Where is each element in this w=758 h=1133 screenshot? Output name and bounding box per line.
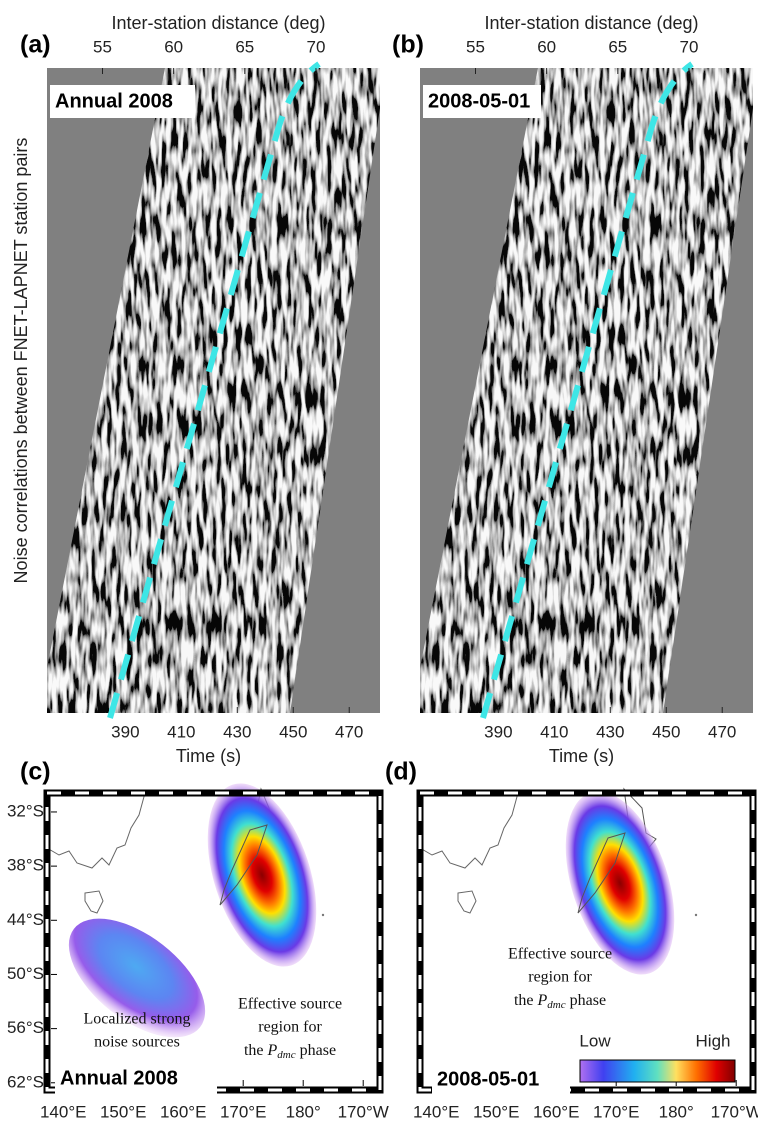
- coastline-nz-south: [219, 824, 268, 906]
- x2-tick-label: 65: [608, 37, 627, 56]
- panel-letter: (d): [385, 758, 417, 786]
- panel: 140°E 150°E 160°E 170°E 180° 170°W Effective s…: [413, 787, 758, 1121]
- coastline-australia: [46, 792, 146, 869]
- x-tick-label: 470: [708, 722, 736, 741]
- x2-axis-label: Inter-station distance (deg): [484, 13, 698, 33]
- x-tick-label: 470: [335, 722, 363, 741]
- coastline-tasmania: [84, 890, 104, 914]
- annotation-line: the Pdmc phase: [514, 992, 606, 1011]
- x-tick-label: 450: [652, 722, 680, 741]
- map-frame-dash: [418, 791, 755, 1092]
- annotation-part: dmc: [547, 999, 565, 1011]
- x-tick-label: 140°E: [40, 1102, 87, 1121]
- y-tick-label: 62°S: [7, 1072, 44, 1091]
- x-tick-label: 150°E: [473, 1102, 520, 1121]
- x-tick-label: 450: [279, 722, 307, 741]
- coastline-australia: [419, 792, 519, 869]
- panel-date-label: Annual 2008: [55, 90, 173, 112]
- panel-letter: (c): [20, 758, 51, 786]
- island-dot: [321, 913, 325, 917]
- panel: 140°E 150°E 160°E 170°E 180° 170°W 32°S 38°S 44°…: [7, 783, 389, 1121]
- panel-date-label: 2008-05-01: [437, 1068, 539, 1090]
- arrival-curve: [480, 61, 694, 719]
- label-box: [50, 85, 195, 118]
- y-tick-label: 56°S: [7, 1018, 44, 1037]
- x-tick-label: 150°E: [100, 1102, 147, 1121]
- panel-date-label: 2008-05-01: [428, 90, 530, 112]
- label-box: [55, 1064, 217, 1094]
- annotation-line: Localized strong: [83, 1011, 190, 1028]
- panel: 390 410 430 450 470 55 60 65 70 Time (s) Inter-sta…: [11, 13, 380, 766]
- x2-tick-label: 60: [164, 37, 183, 56]
- localized-noise-sources: [68, 918, 206, 1038]
- x2-tick-label: 65: [235, 37, 254, 56]
- annotation-line: region for: [258, 1019, 322, 1036]
- annotation-line: Effective source: [238, 996, 342, 1013]
- annotation-line: Effective source: [508, 946, 612, 963]
- x-tick-label: 160°E: [160, 1102, 207, 1121]
- annotation-part: P: [537, 992, 548, 1009]
- annotation-part: the: [514, 992, 534, 1009]
- annotation-line: noise sources: [94, 1034, 180, 1051]
- annotation-part: P: [267, 1042, 278, 1059]
- label-box: [423, 85, 541, 118]
- panel-letter: (b): [392, 31, 424, 59]
- x-tick-label: 430: [596, 722, 624, 741]
- x2-tick-label: 55: [93, 37, 112, 56]
- y-tick-label: 50°S: [7, 964, 44, 983]
- colorbar-high-label: High: [696, 1031, 731, 1050]
- y-axis-label: Noise correlations between FNET-LAPNET s…: [11, 138, 31, 584]
- x-tick-label: 170°E: [593, 1102, 640, 1121]
- x2-tick-label: 60: [537, 37, 556, 56]
- y-tick-label: 44°S: [7, 910, 44, 929]
- x2-axis-label: Inter-station distance (deg): [111, 13, 325, 33]
- x2-tick-label: 55: [466, 37, 485, 56]
- x-tick-label: 410: [167, 722, 195, 741]
- x-tick-label: 180°: [659, 1102, 694, 1121]
- x-axis-label: Time (s): [549, 746, 614, 766]
- x-tick-label: 160°E: [533, 1102, 580, 1121]
- x-tick-label: 180°: [286, 1102, 321, 1121]
- island-dot: [694, 913, 698, 917]
- annotation-line: the Pdmc phase: [244, 1042, 336, 1061]
- panel: 390 410 430 450 470 55 60 65 70 Time (s) Inter-sta…: [420, 13, 753, 766]
- effective-source-region: [207, 783, 317, 967]
- x-tick-label: 390: [484, 722, 512, 741]
- coastline-nz-south: [577, 832, 626, 914]
- label-box: [432, 1066, 570, 1096]
- x-tick-label: 170°W: [338, 1102, 389, 1121]
- panel-letter: (a): [20, 31, 51, 59]
- panel-date-label: Annual 2008: [60, 1067, 178, 1089]
- colorbar-low-label: Low: [579, 1031, 611, 1050]
- x2-tick-label: 70: [680, 37, 699, 56]
- x-tick-label: 390: [111, 722, 139, 741]
- annotation-part: dmc: [277, 1049, 295, 1061]
- x-tick-label: 410: [540, 722, 568, 741]
- y-tick-label: 32°S: [7, 801, 44, 820]
- x-tick-label: 430: [223, 722, 251, 741]
- annotation-line: region for: [528, 969, 592, 986]
- x2-tick-label: 70: [307, 37, 326, 56]
- coastline-tasmania: [457, 890, 477, 914]
- annotation-part: phase: [570, 992, 606, 1009]
- y-tick-label: 38°S: [7, 856, 44, 875]
- annotation-part: phase: [300, 1042, 336, 1059]
- x-tick-label: 170°E: [220, 1102, 267, 1121]
- effective-source-region: [565, 791, 675, 975]
- annotation-part: the: [244, 1042, 264, 1059]
- x-axis-label: Time (s): [176, 746, 241, 766]
- x-tick-label: 140°E: [413, 1102, 460, 1121]
- arrival-curve: [107, 61, 321, 719]
- x-tick-label: 170°W: [711, 1102, 758, 1121]
- colorbar: [579, 1059, 736, 1083]
